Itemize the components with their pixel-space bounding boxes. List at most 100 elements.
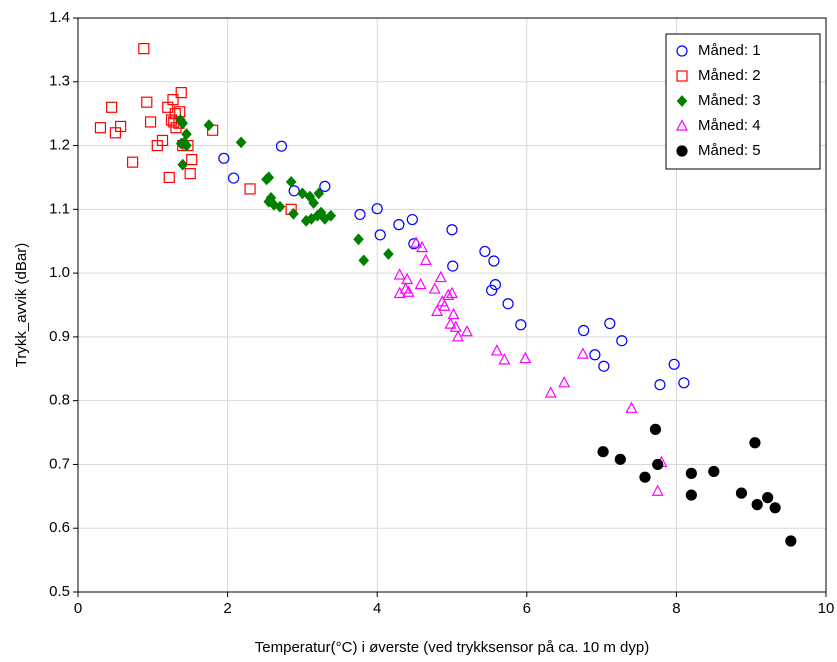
point [762, 492, 774, 504]
point [769, 502, 781, 514]
point [353, 233, 364, 246]
point [685, 467, 697, 479]
point [502, 298, 514, 310]
point [442, 288, 455, 301]
y-tick-label: 1.3 [49, 73, 70, 90]
point [402, 285, 415, 297]
point [616, 335, 628, 347]
point [106, 101, 118, 113]
point [544, 386, 557, 398]
legend-marker [676, 45, 688, 57]
point [156, 134, 169, 147]
point [406, 213, 418, 226]
point [651, 484, 664, 496]
point [749, 437, 761, 449]
x-tick-label: 10 [818, 600, 835, 617]
point [313, 187, 325, 200]
point [652, 458, 664, 471]
legend-marker [676, 70, 688, 82]
point [285, 176, 297, 188]
legend-label: Måned: 1 [698, 42, 761, 59]
y-tick-label: 0.9 [49, 328, 70, 345]
point [444, 317, 457, 329]
point [654, 379, 666, 391]
plot-frame [77, 17, 827, 593]
point [354, 208, 366, 221]
point [428, 282, 441, 294]
y-tick-label: 1.0 [49, 264, 70, 281]
y-tick-label: 0.6 [49, 519, 70, 536]
point [678, 377, 690, 389]
point [449, 320, 462, 332]
point [325, 209, 337, 222]
point [177, 158, 189, 171]
point [297, 187, 308, 200]
point [419, 253, 432, 265]
point [434, 270, 447, 283]
x-tick-label: 0 [74, 600, 82, 617]
point [604, 317, 616, 330]
point [358, 254, 370, 267]
x-tick-label: 6 [523, 600, 531, 617]
legend-box [665, 33, 821, 170]
point [374, 229, 386, 241]
point [235, 136, 247, 149]
point [438, 299, 451, 311]
point [319, 180, 331, 192]
point [177, 117, 189, 130]
point [144, 116, 157, 128]
x-tick-label: 8 [672, 600, 680, 617]
point [138, 43, 150, 55]
point [127, 156, 139, 168]
point [685, 489, 697, 501]
point [751, 499, 763, 511]
legend-label: Måned: 4 [698, 117, 761, 134]
point [308, 197, 319, 209]
point [203, 119, 215, 132]
y-tick-label: 1.4 [49, 9, 70, 26]
x-tick-label: 4 [373, 600, 381, 617]
point [446, 224, 458, 236]
point [447, 307, 460, 320]
point [184, 168, 196, 180]
point [576, 347, 589, 359]
legend-label: Måned: 5 [698, 142, 761, 159]
point [186, 153, 198, 166]
point [515, 319, 527, 331]
point [393, 219, 405, 231]
point [414, 277, 427, 290]
legend-marker [676, 119, 688, 131]
point [558, 376, 571, 388]
point [625, 401, 638, 413]
point [288, 185, 300, 197]
point [578, 324, 590, 337]
point [649, 423, 662, 435]
y-tick-label: 0.8 [49, 392, 70, 409]
point [115, 120, 127, 133]
point [479, 245, 491, 258]
point [393, 268, 406, 280]
legend-label: Måned: 2 [698, 67, 761, 84]
point [498, 353, 511, 365]
point [167, 94, 179, 106]
x-axis-label: Temperatur(°C) i øverste (ved trykksenso… [255, 639, 649, 656]
point [486, 284, 498, 296]
point [410, 236, 423, 248]
y-tick-label: 0.5 [49, 583, 70, 600]
point [589, 349, 601, 361]
point [416, 240, 429, 253]
point [708, 465, 720, 478]
point [401, 272, 414, 285]
point [227, 172, 240, 184]
point [785, 535, 797, 547]
y-tick-label: 1.1 [49, 200, 70, 217]
point [94, 122, 107, 134]
point [597, 446, 609, 458]
y-axis-label: Trykk_avvik (dBar) [13, 243, 30, 367]
point [460, 324, 473, 337]
point [263, 171, 275, 184]
legend-marker [676, 95, 688, 107]
point [598, 360, 610, 372]
point [451, 330, 464, 342]
point [614, 453, 626, 465]
